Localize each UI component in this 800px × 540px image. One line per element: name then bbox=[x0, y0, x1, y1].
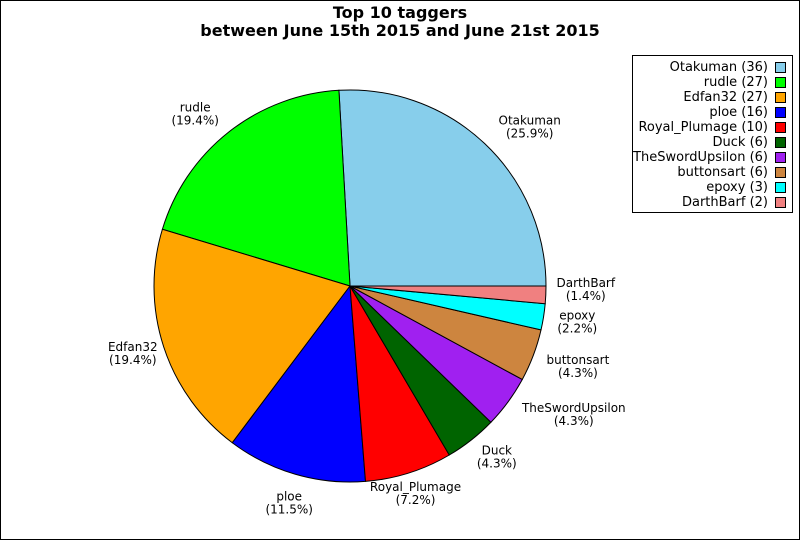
legend-item-theswordupsilon: TheSwordUpsilon (6) bbox=[633, 150, 792, 165]
legend-swatch bbox=[775, 62, 786, 73]
chart-subtitle: between June 15th 2015 and June 21st 201… bbox=[200, 21, 600, 40]
slice-label-duck: Duck (4.3%) bbox=[477, 443, 517, 470]
legend-swatch bbox=[775, 107, 786, 118]
legend-swatch bbox=[775, 152, 786, 163]
legend-label: rudle (27) bbox=[703, 75, 768, 90]
pie-slice-edfan32 bbox=[153, 228, 351, 444]
pie-slice-darthbarf bbox=[349, 285, 547, 305]
legend-label: TheSwordUpsilon (6) bbox=[633, 150, 768, 165]
pie-slice-ploe bbox=[231, 284, 367, 483]
slice-label-darthbarf: DarthBarf (1.4%) bbox=[557, 276, 616, 303]
legend-swatch bbox=[775, 77, 786, 88]
legend-item-ploe: ploe (16) bbox=[633, 105, 792, 120]
legend-label: Edfan32 (27) bbox=[683, 90, 768, 105]
legend-swatch bbox=[775, 122, 786, 133]
legend-item-royal_plumage: Royal_Plumage (10) bbox=[633, 120, 792, 135]
legend: Otakuman (36) rudle (27) Edfan32 (27) ploe … bbox=[632, 55, 793, 213]
slice-label-royal_plumage: Royal_Plumage (7.2%) bbox=[370, 480, 461, 507]
legend-label: DarthBarf (2) bbox=[681, 195, 768, 210]
legend-label: Otakuman (36) bbox=[669, 60, 768, 75]
legend-swatch bbox=[775, 137, 786, 148]
slice-label-theswordupsilon: TheSwordUpsilon (4.3%) bbox=[521, 401, 626, 428]
legend-item-edfan32: Edfan32 (27) bbox=[633, 90, 792, 105]
slice-label-otakuman: Otakuman (25.9%) bbox=[499, 114, 561, 141]
slice-label-edfan32: Edfan32 (19.4%) bbox=[108, 340, 158, 367]
legend-label: buttonsart (6) bbox=[677, 165, 768, 180]
slice-label-epoxy: epoxy (2.2%) bbox=[557, 308, 597, 335]
legend-label: ploe (16) bbox=[709, 105, 768, 120]
legend-item-rudle: rudle (27) bbox=[633, 75, 792, 90]
chart-title-block: Top 10 taggers between June 15th 2015 an… bbox=[1, 4, 799, 40]
slice-label-buttonsart: buttonsart (4.3%) bbox=[546, 353, 609, 380]
pie-slice-otakuman bbox=[338, 89, 547, 287]
legend-item-duck: Duck (6) bbox=[633, 135, 792, 150]
legend-swatch bbox=[775, 197, 786, 208]
pie-slice-rudle bbox=[161, 89, 351, 287]
legend-swatch bbox=[775, 92, 786, 103]
legend-item-darthbarf: DarthBarf (2) bbox=[633, 195, 792, 210]
slice-label-rudle: rudle (19.4%) bbox=[171, 101, 218, 128]
legend-label: epoxy (3) bbox=[706, 180, 768, 195]
legend-swatch bbox=[775, 167, 786, 178]
legend-item-buttonsart: buttonsart (6) bbox=[633, 165, 792, 180]
legend-swatch bbox=[775, 182, 786, 193]
legend-label: Duck (6) bbox=[712, 135, 768, 150]
chart-title: Top 10 taggers bbox=[332, 3, 468, 22]
legend-item-otakuman: Otakuman (36) bbox=[633, 60, 792, 75]
legend-item-epoxy: epoxy (3) bbox=[633, 180, 792, 195]
legend-label: Royal_Plumage (10) bbox=[638, 120, 768, 135]
slice-label-ploe: ploe (11.5%) bbox=[265, 489, 312, 516]
